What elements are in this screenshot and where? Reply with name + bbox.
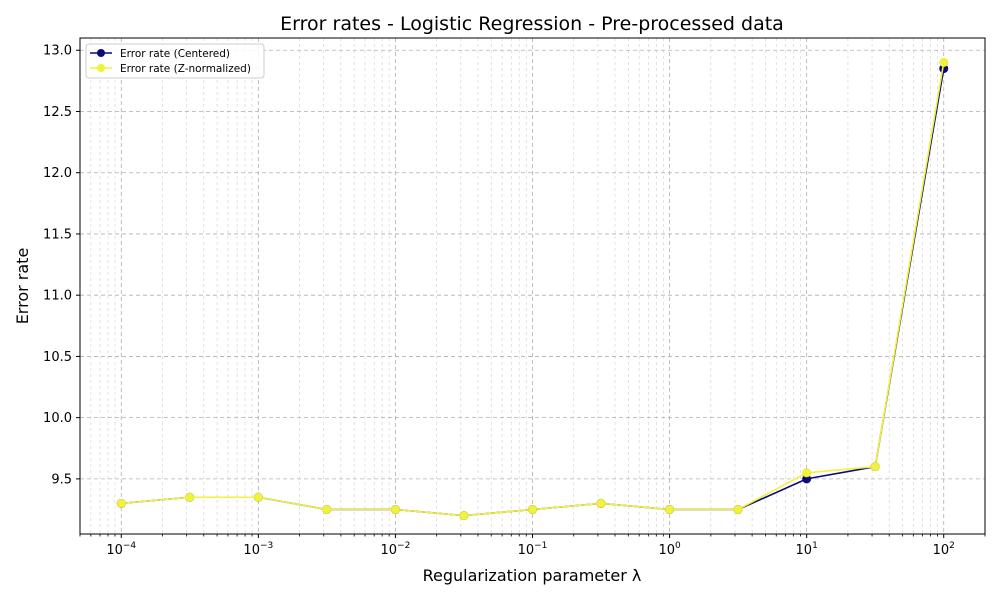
data-point-z-normalized [459, 511, 469, 521]
data-point-z-normalized [390, 505, 400, 515]
x-tick-label: 101 [796, 541, 818, 558]
y-tick-label: 10.5 [43, 350, 72, 365]
data-point-z-normalized [253, 492, 263, 502]
data-series [116, 57, 949, 521]
x-axis-label: Regularization parameter λ [423, 566, 642, 585]
data-point-z-normalized [527, 505, 537, 515]
y-tick-label: 9.5 [51, 472, 72, 487]
legend: Error rate (Centered) Error rate (Z-norm… [85, 43, 265, 79]
data-point-z-normalized [322, 505, 332, 515]
axis-ticks: 10−4 10−3 10−2 10−1 100 101 102 9.5 10.0 10.5 11.0… [43, 44, 986, 558]
y-tick-label: 11.5 [43, 227, 72, 242]
data-point-z-normalized [939, 57, 949, 67]
data-point-z-normalized [596, 498, 606, 508]
data-point-z-normalized [870, 462, 880, 472]
legend-swatch-marker-centered [97, 49, 105, 57]
y-axis-label: Error rate [13, 248, 32, 325]
x-tick-label: 10−2 [381, 541, 411, 558]
x-tick-label: 10−3 [243, 541, 273, 558]
x-tick-label: 10−4 [106, 541, 136, 558]
legend-label-z-normalized: Error rate (Z-normalized) [120, 63, 251, 75]
x-tick-label: 102 [933, 541, 955, 558]
legend-label-centered: Error rate (Centered) [120, 48, 230, 60]
legend-swatch-marker-z-normalized [97, 64, 105, 72]
y-tick-label: 13.0 [43, 44, 72, 59]
data-point-z-normalized [733, 505, 743, 515]
grid-lines [79, 38, 986, 534]
x-tick-label: 100 [658, 541, 681, 558]
data-point-z-normalized [185, 492, 195, 502]
y-tick-label: 12.5 [43, 105, 72, 120]
data-point-z-normalized [116, 498, 126, 508]
chart-title: Error rates - Logistic Regression - Pre-… [280, 13, 784, 35]
x-tick-label: 10−1 [518, 541, 548, 558]
y-tick-label: 12.0 [43, 166, 72, 181]
y-tick-label: 11.0 [43, 289, 72, 304]
y-tick-label: 10.0 [43, 411, 72, 426]
legend-box [85, 43, 265, 79]
data-point-z-normalized [665, 505, 675, 515]
data-point-z-normalized [802, 468, 812, 478]
